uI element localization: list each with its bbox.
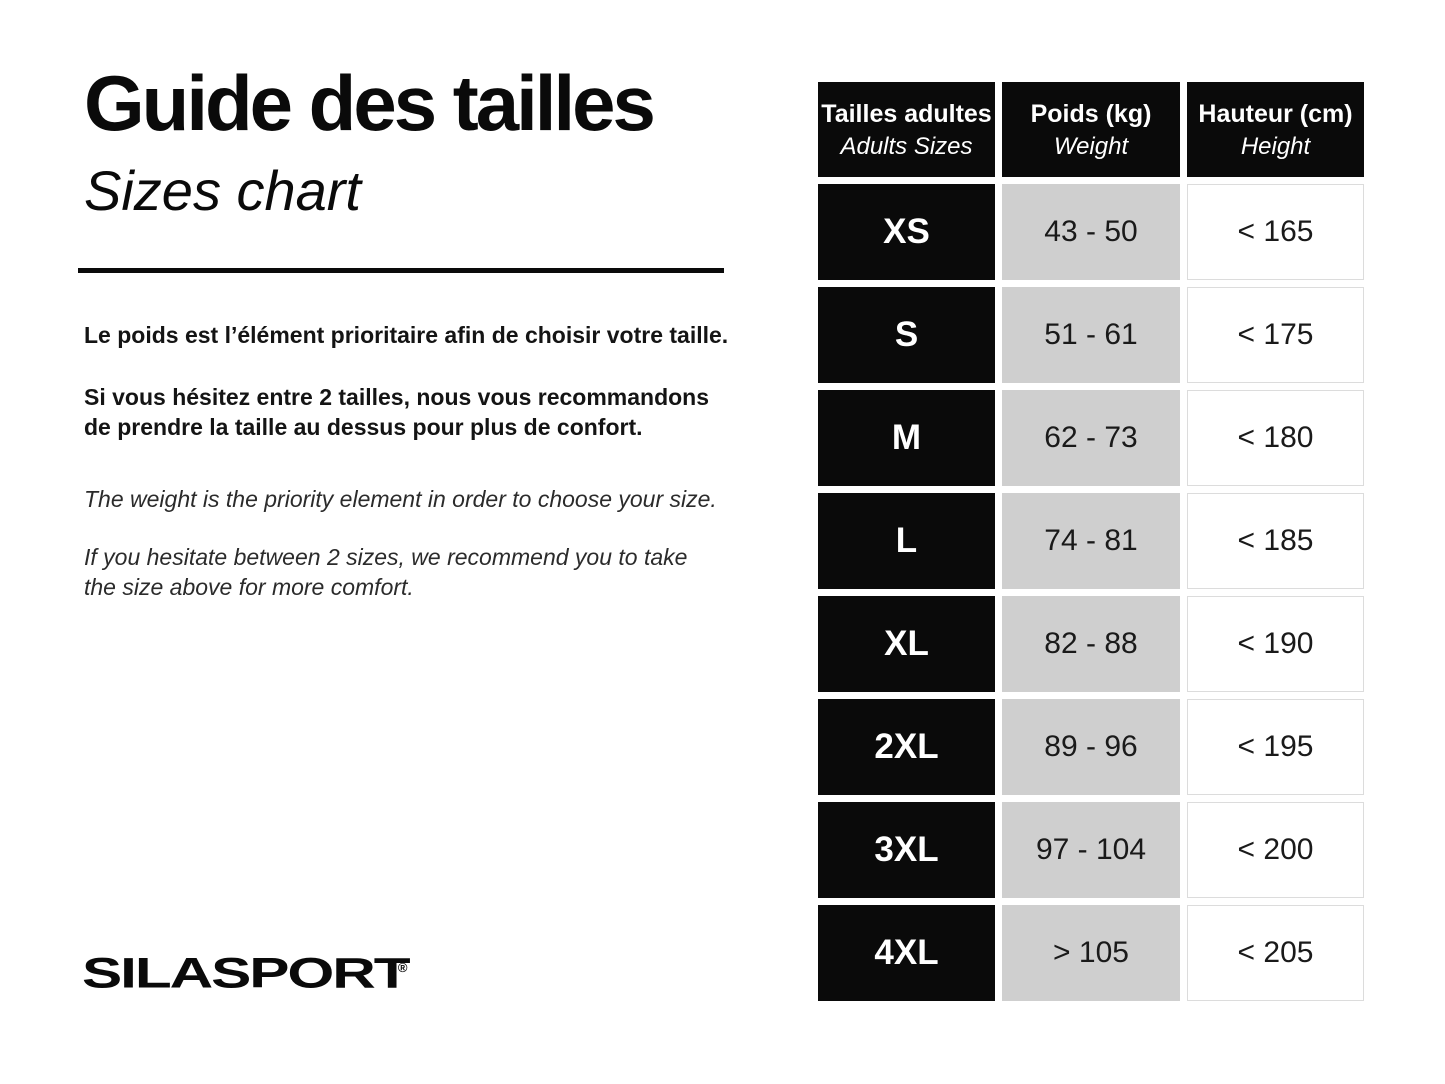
intro-paragraph-french-2: Si vous hésitez entre 2 tailles, nous vo… [84,384,710,440]
silasport-logo-wordmark: SILASPORT [82,949,411,998]
registered-trademark-mark: ® [397,960,408,975]
column-header-sizes-english: Adults Sizes [840,132,973,160]
size-label-cell: S [818,287,995,383]
title-divider-rule [78,268,724,273]
column-header-weight-english: Weight [1053,132,1129,160]
weight-range-cell: 97 - 104 [1002,802,1180,898]
column-header-weight-french: Poids (kg) [1030,99,1152,128]
size-table: Tailles adultes Adults Sizes Poids (kg) … [818,82,1364,1001]
height-limit-cell: < 195 [1187,699,1364,795]
silasport-logo: SILASPORT ® [82,952,411,1004]
height-limit-cell: < 180 [1187,390,1364,486]
height-limit-cell: < 165 [1187,184,1364,280]
size-label-cell: M [818,390,995,486]
height-limit-cell: < 200 [1187,802,1364,898]
height-limit-cell: < 175 [1187,287,1364,383]
weight-range-cell: > 105 [1002,905,1180,1001]
weight-range-cell: 82 - 88 [1002,596,1180,692]
weight-range-cell: 51 - 61 [1002,287,1180,383]
size-label-cell: XL [818,596,995,692]
weight-range-cell: 89 - 96 [1002,699,1180,795]
column-header-sizes-french: Tailles adultes [821,99,992,128]
size-label-cell: XS [818,184,995,280]
weight-range-cell: 74 - 81 [1002,493,1180,589]
intro-paragraph-english-1: The weight is the priority element in or… [84,486,717,512]
size-label-cell: L [818,493,995,589]
intro-paragraph-french-1: Le poids est l’élément prioritaire afin … [84,322,729,348]
column-header-height-french: Hauteur (cm) [1198,99,1353,128]
column-header-weight: Poids (kg) Weight [1002,82,1180,177]
weight-range-cell: 62 - 73 [1002,390,1180,486]
page-title-english: Sizes chart [84,159,361,222]
column-header-height: Hauteur (cm) Height [1187,82,1364,177]
height-limit-cell: < 205 [1187,905,1364,1001]
size-label-cell: 4XL [818,905,995,1001]
height-limit-cell: < 190 [1187,596,1364,692]
page-title-french: Guide des tailles [84,59,656,147]
intro-paragraph-english-2: If you hesitate between 2 sizes, we reco… [84,544,688,600]
size-label-cell: 3XL [818,802,995,898]
height-limit-cell: < 185 [1187,493,1364,589]
column-header-sizes: Tailles adultes Adults Sizes [818,82,995,177]
weight-range-cell: 43 - 50 [1002,184,1180,280]
size-label-cell: 2XL [818,699,995,795]
column-header-height-english: Height [1240,132,1311,160]
